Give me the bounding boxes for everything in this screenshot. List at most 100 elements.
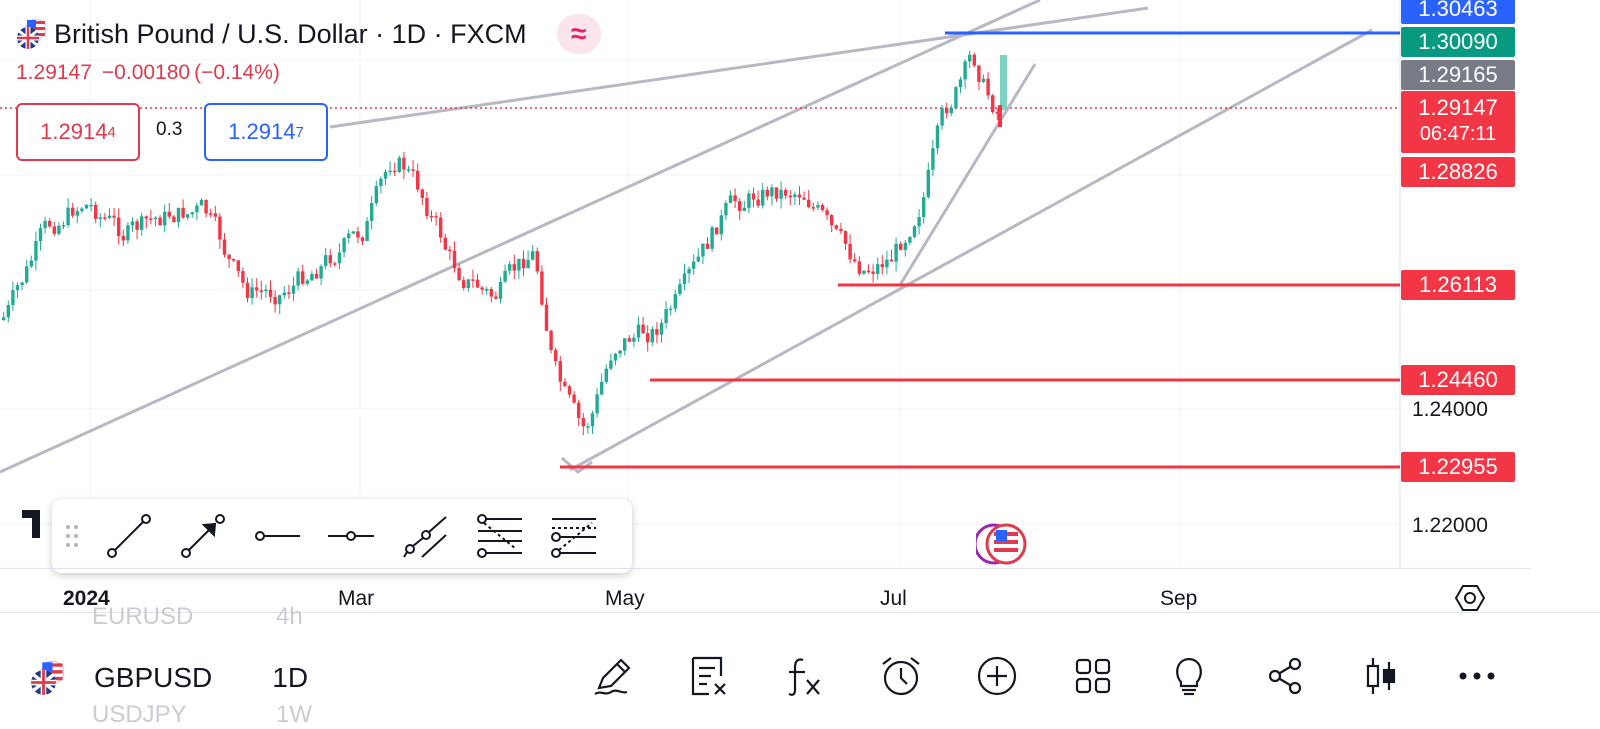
candle-body [268,289,273,297]
watchlist-remove-icon[interactable] [686,653,732,699]
candle-body [912,226,917,238]
candle-body [765,189,769,197]
chart-settings-icon[interactable] [1454,582,1486,614]
candle-body [724,202,728,216]
candle-body [324,255,328,267]
candle-body [577,402,581,418]
candle-body [945,108,949,114]
candle-body [135,221,139,230]
add-circle-icon[interactable] [974,653,1020,699]
candle-body [163,211,167,226]
candle-body [926,169,930,198]
indicators-fx-icon[interactable] [782,653,828,699]
symbol-title[interactable]: British Pound / U.S. Dollar · 1D · FXCM [54,18,527,49]
candle-body [383,171,388,179]
candle-body [287,292,291,295]
candle-body [448,249,452,252]
symbol-header[interactable]: British Pound / U.S. Dollar · 1D · FXCM … [16,14,601,54]
share-icon[interactable] [1262,653,1308,699]
candle-body [6,304,10,318]
candle-body [733,195,737,202]
price-badge-resistance-top: 1.30463 [1401,0,1515,24]
buy-price-pip: 7 [295,123,304,141]
candle-body [176,207,181,223]
economic-event-flag-icon[interactable] [976,522,1036,566]
price-tick: 1.22000 [1412,514,1488,537]
candle-body [935,125,940,149]
candle-body [462,280,466,289]
ideas-lightbulb-icon[interactable] [1166,653,1212,699]
tradingview-logo-icon[interactable] [22,510,52,538]
candle-body [774,187,779,199]
candle-body [416,170,420,190]
candle-type-icon[interactable] [1358,653,1404,699]
candle-body [843,231,848,244]
drawing-toolbar [52,499,632,573]
candle-body [535,251,539,272]
symbol-name[interactable]: GBPUSD [94,662,213,693]
candle-body [544,304,549,331]
fib-retracement-tool-icon[interactable] [462,506,536,566]
price-chart[interactable] [0,0,1530,568]
candlestick-series [2,50,1007,436]
candle-body [84,205,89,209]
candle-body [549,330,553,351]
candle-body [784,189,788,196]
candle-body [659,323,664,335]
candle-body [245,282,250,299]
alert-clock-icon[interactable] [878,653,924,699]
layout-grid-icon[interactable] [1070,653,1116,699]
trend-line-tool-icon[interactable] [92,506,166,566]
pencil-icon[interactable] [590,653,636,699]
trend-lines[interactable] [0,0,1373,474]
candle-body [600,381,604,395]
horizontal-line-tool-icon[interactable] [314,506,388,566]
candle-body [406,169,411,171]
candle-body [995,112,999,114]
fib-extension-tool-icon[interactable] [536,506,610,566]
buy-button[interactable]: 1.2914 7 [204,103,328,161]
candle-body [291,285,296,294]
candle-body [140,216,144,230]
candle-body [747,193,751,208]
candle-body [807,199,811,208]
candle-body [241,271,245,283]
arrow-tool-icon[interactable] [166,506,240,566]
candle-body [908,237,912,243]
interval-selector[interactable]: 1D [272,662,309,693]
candle-body [227,254,231,260]
candle-body [719,215,723,235]
candle-body [554,350,558,362]
candle-body [830,215,834,226]
candle-body [480,287,484,290]
candle-body [922,197,926,218]
candle-body [958,79,963,88]
candle-body [650,329,654,343]
candle-body [954,87,958,109]
sell-button[interactable]: 1.2914 4 [16,103,140,161]
candle-body [682,273,687,285]
candle-body [347,233,351,239]
ghost-interval-next: 1W [276,701,312,728]
chart-pattern-badge[interactable]: ≈ [556,14,601,54]
symbol-selector[interactable]: GBPUSD 1D [30,653,308,703]
candle-body [779,189,783,199]
more-icon[interactable] [1454,653,1500,699]
candle-body [986,78,990,96]
candle-body [563,381,567,387]
candle-body [558,361,562,382]
candle-body [370,203,374,221]
horizontal-ray-tool-icon[interactable] [240,506,314,566]
drag-handle-icon[interactable] [52,523,92,549]
candle-body [857,261,861,274]
candle-body [103,217,107,219]
candle-body [862,270,866,274]
candle-body [29,260,33,267]
parallel-channel-tool-icon[interactable] [388,506,462,566]
candle-body [209,213,213,215]
time-axis[interactable]: 2024 Mar May Jul Sep [0,568,1530,611]
price-change-pct: (−0.14%) [194,61,280,84]
candle-body [434,216,438,218]
candle-body [853,259,857,262]
candle-body [204,199,208,214]
